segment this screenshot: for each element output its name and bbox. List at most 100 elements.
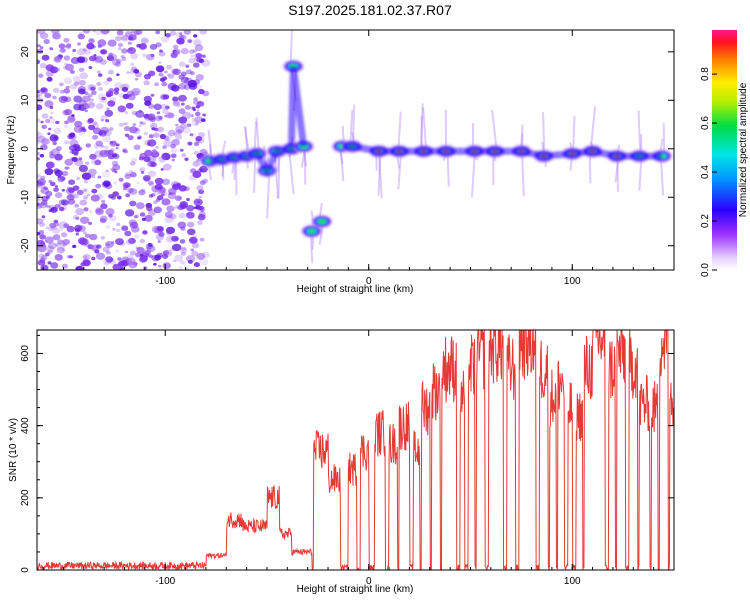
noise-blob (37, 49, 43, 54)
noise-blob (144, 132, 149, 136)
noise-blob (154, 255, 161, 261)
noise-blob (151, 94, 155, 97)
noise-blob (166, 112, 174, 118)
noise-blob (90, 98, 94, 101)
noise-blob (62, 110, 69, 116)
noise-blob (144, 251, 148, 254)
noise-blob (62, 189, 65, 192)
noise-blob (202, 91, 209, 97)
noise-blob (103, 81, 109, 86)
noise-blob (45, 168, 54, 175)
noise-blob (78, 86, 86, 92)
chart-title: S197.2025.181.02.37.R07 (288, 2, 452, 18)
noise-blob (80, 72, 89, 79)
noise-blob (131, 67, 137, 72)
noise-blob (59, 43, 66, 48)
noise-blob (66, 86, 70, 89)
noise-blob (64, 63, 68, 66)
noise-blob (118, 43, 123, 47)
noise-blob (148, 71, 155, 77)
noise-blob (158, 187, 162, 190)
noise-blob (179, 35, 184, 39)
noise-blob (60, 90, 65, 94)
noise-blob (135, 110, 144, 117)
noise-blob (50, 106, 54, 109)
noise-blob (171, 236, 179, 242)
noise-blob (37, 178, 46, 185)
noise-blob (173, 101, 180, 107)
noise-blob (87, 120, 93, 125)
noise-blob (126, 103, 134, 109)
noise-blob (36, 27, 45, 34)
noise-blob (177, 129, 182, 133)
noise-blob (52, 33, 61, 40)
noise-blob (68, 179, 75, 185)
noise-blob (88, 38, 94, 43)
noise-blob (48, 261, 52, 264)
noise-blob (180, 149, 184, 152)
noise-blob (116, 147, 119, 150)
noise-blob (140, 239, 145, 243)
noise-blob (146, 243, 154, 249)
noise-blob (131, 31, 135, 34)
noise-blob (201, 59, 210, 67)
noise-blob (134, 214, 139, 218)
noise-blob (44, 39, 50, 44)
noise-blob (116, 59, 122, 64)
noise-blob (52, 96, 56, 100)
noise-blob (155, 115, 162, 121)
noise-blob (130, 222, 139, 229)
noise-blob (149, 134, 154, 138)
noise-blob (90, 87, 95, 91)
noise-blob (137, 135, 142, 139)
noise-blob (55, 185, 58, 188)
noise-blob (102, 171, 111, 178)
noise-blob (89, 154, 96, 160)
noise-blob (112, 228, 115, 231)
noise-blob (121, 225, 128, 231)
noise-blob (91, 189, 97, 194)
noise-blob (191, 249, 195, 252)
noise-blob (90, 103, 94, 106)
noise-blob (127, 91, 134, 97)
noise-blob (150, 162, 157, 167)
noise-blob (112, 153, 118, 158)
noise-blob (92, 135, 98, 140)
noise-blob (105, 183, 113, 189)
noise-blob (55, 192, 62, 198)
noise-blob (187, 205, 194, 211)
noise-blob (118, 105, 126, 112)
noise-blob (171, 85, 180, 92)
noise-blob (78, 225, 86, 232)
noise-blob (106, 108, 109, 111)
noise-blob (117, 196, 122, 200)
noise-blob (130, 53, 138, 59)
y-tick-label: 0 (20, 146, 31, 152)
noise-blob (53, 188, 59, 192)
noise-blob (165, 33, 171, 38)
colorbar: 0.00.20.40.60.8 Normalized spectral ampl… (700, 30, 749, 277)
noise-blob (50, 207, 58, 213)
noise-blob (195, 112, 201, 116)
noise-blob (88, 222, 92, 225)
noise-blob (158, 156, 166, 162)
noise-blob (148, 171, 156, 178)
noise-blob (37, 136, 46, 143)
colorbar-tick-label: 0.4 (700, 165, 711, 179)
noise-blob (102, 135, 111, 142)
noise-blob (181, 247, 186, 251)
noise-blob (191, 55, 194, 58)
noise-blob (139, 125, 142, 128)
noise-blob (157, 111, 160, 114)
noise-blob (61, 206, 67, 211)
noise-blob (125, 172, 130, 176)
noise-blob (189, 49, 195, 54)
noise-blob (77, 42, 81, 45)
noise-blob (191, 133, 197, 137)
noise-blob (189, 58, 196, 64)
noise-blob (163, 94, 170, 99)
noise-blob (140, 212, 146, 216)
noise-blob (108, 70, 114, 75)
noise-blob (108, 214, 113, 218)
